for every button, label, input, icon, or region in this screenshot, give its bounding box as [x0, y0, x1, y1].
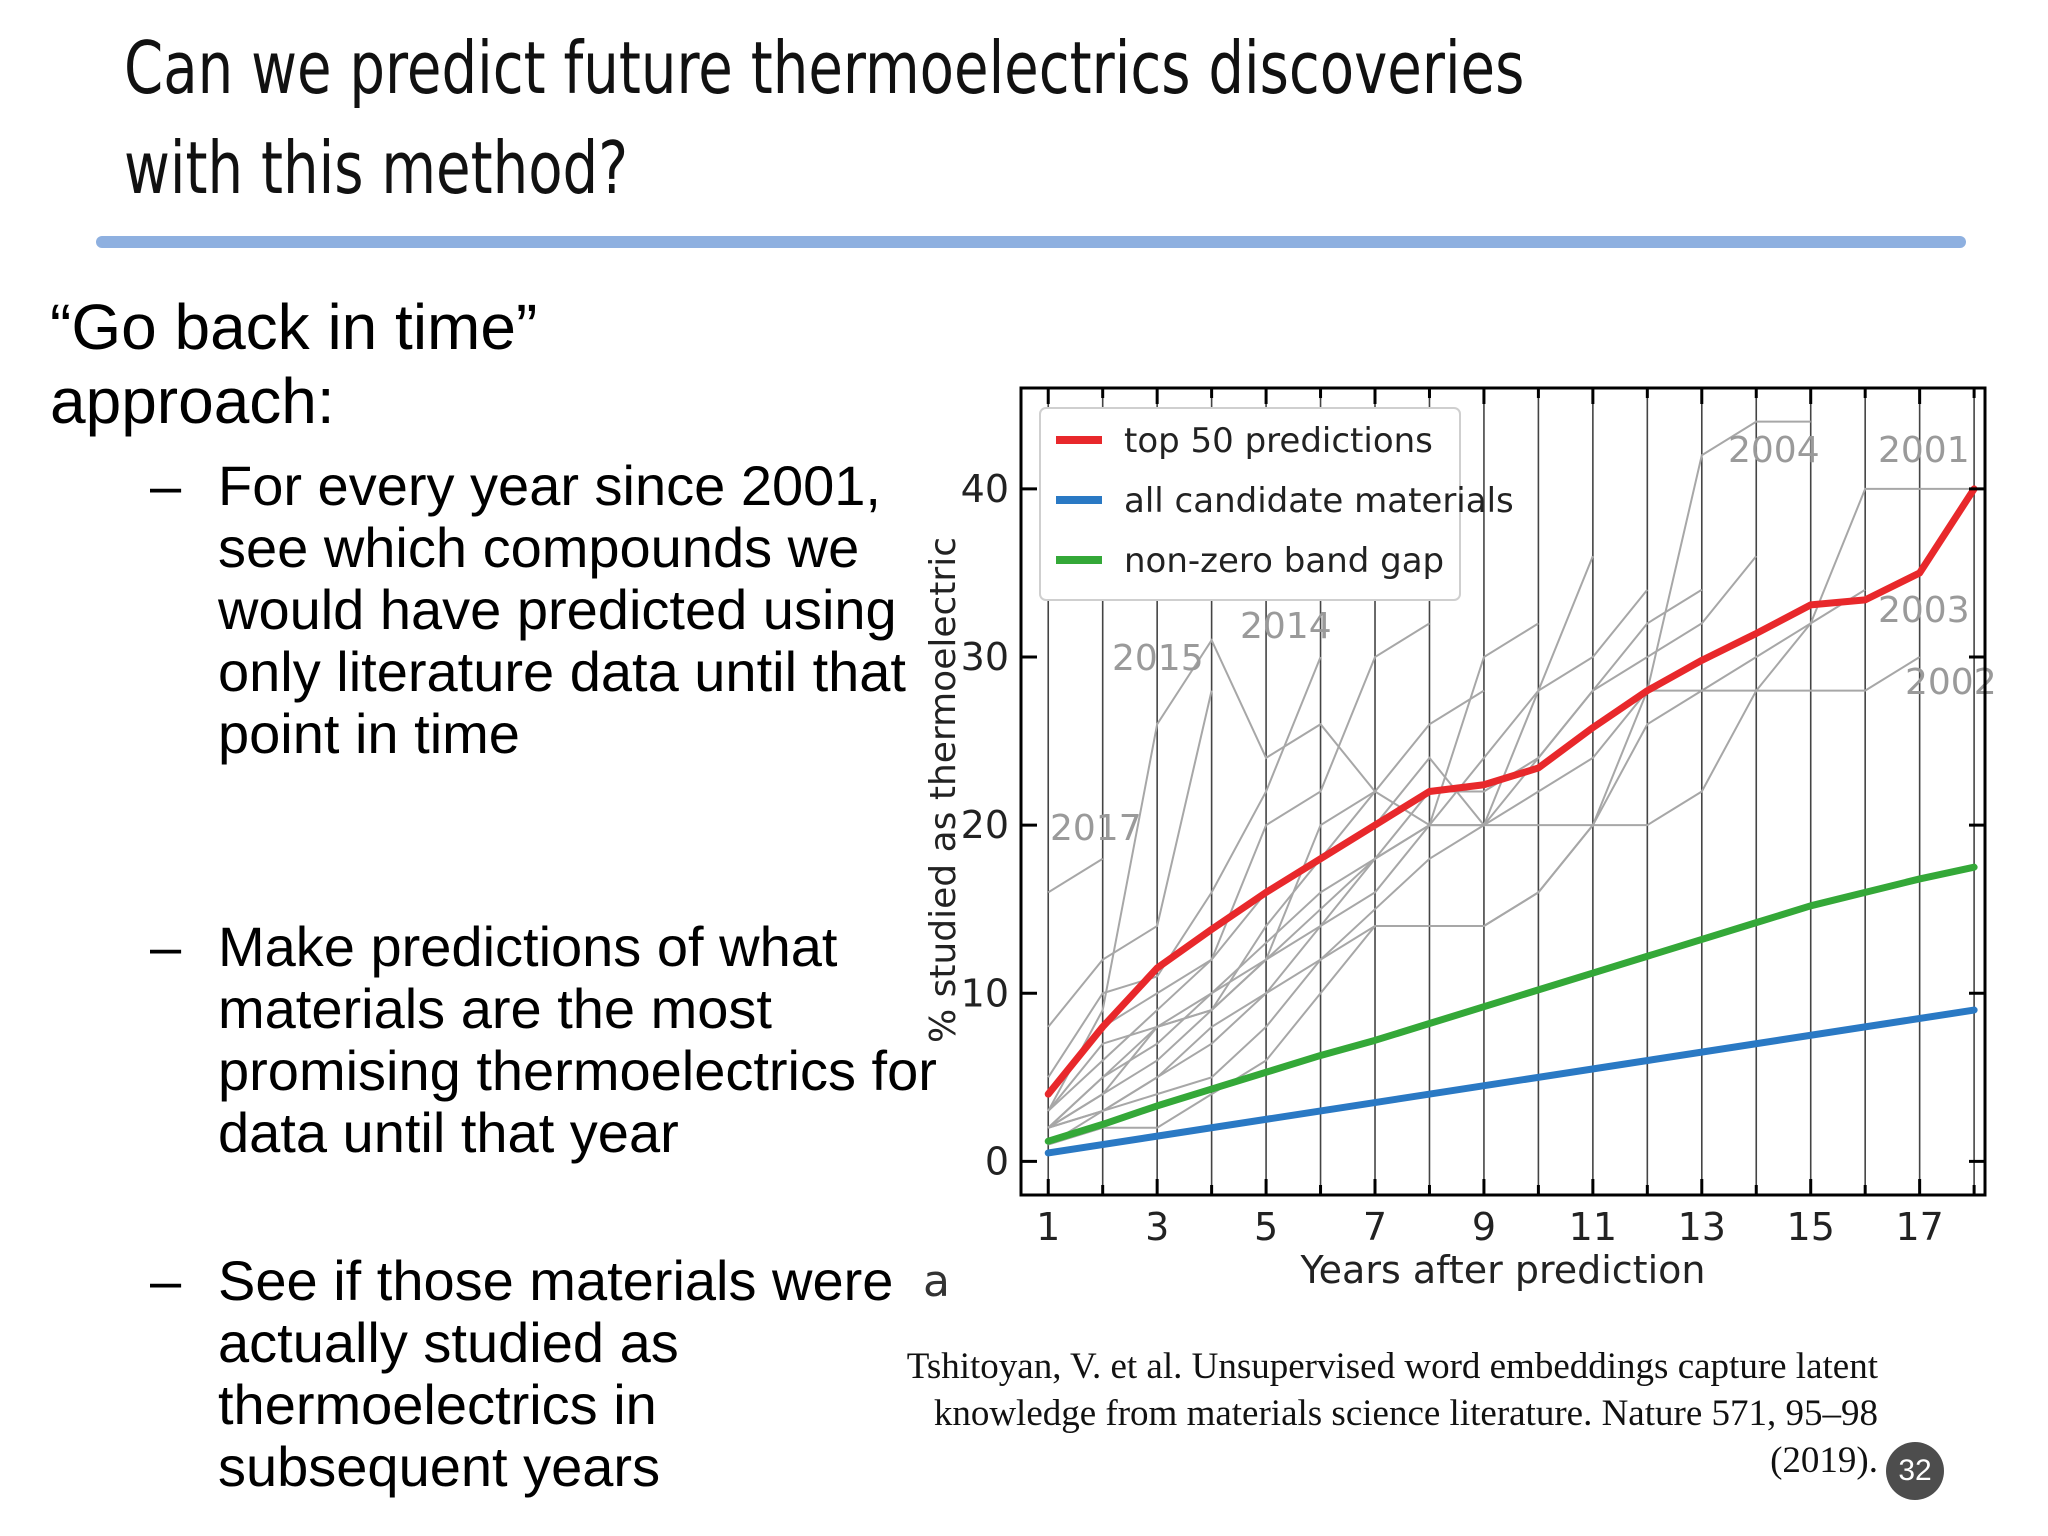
bullet-text: Make predictions of what materials are t…	[218, 915, 937, 1164]
citation: Tshitoyan, V. et al. Unsupervised word e…	[906, 1346, 1878, 1481]
bullet-dash: –	[150, 1249, 182, 1312]
y-tick-label: 0	[985, 1139, 1009, 1183]
year-curve-label: 2003	[1878, 590, 1970, 631]
y-axis-label: % studied as thermoelectric	[923, 537, 964, 1043]
year-curve	[1047, 622, 1539, 1129]
year-curve	[1047, 588, 1866, 1129]
year-curve-label: 2004	[1728, 430, 1820, 471]
legend-label: non-zero band gap	[1124, 541, 1444, 581]
series-line	[1044, 863, 1978, 1145]
x-tick-label: 11	[1569, 1205, 1617, 1249]
x-tick-label: 13	[1678, 1205, 1726, 1249]
x-axis-label: Years after prediction	[1300, 1248, 1706, 1292]
title-divider	[96, 236, 1966, 248]
legend-label: top 50 predictions	[1124, 421, 1433, 461]
x-tick-label: 3	[1145, 1205, 1169, 1249]
x-tick-label: 9	[1472, 1205, 1496, 1249]
series-line	[1044, 485, 1978, 1098]
bullet-text: See if those materials were actually stu…	[218, 1249, 894, 1498]
bullet-text: For every year since 2001, see which com…	[218, 454, 906, 765]
year-curve	[1047, 656, 1322, 1078]
year-curve	[1047, 420, 1811, 1146]
x-tick-label: 7	[1363, 1205, 1387, 1249]
year-curve	[1047, 857, 1104, 894]
bullet-dash: –	[150, 915, 182, 978]
plot-frame	[1019, 386, 1987, 1197]
y-tick-label: 20	[961, 803, 1009, 847]
y-tick-label: 30	[961, 635, 1009, 679]
intro-line-2: approach:	[50, 365, 335, 437]
slide-title: Can we predict future thermoelectrics di…	[124, 26, 1525, 210]
series-line	[1044, 1006, 1978, 1157]
year-curve-label: 2001	[1878, 430, 1970, 471]
y-tick-label: 40	[961, 467, 1009, 511]
year-curve-label: 2015	[1112, 638, 1204, 679]
intro-heading: “Go back in time” approach:	[50, 290, 850, 438]
panel-label: a	[923, 1256, 950, 1307]
intro-line-1: “Go back in time”	[50, 291, 538, 363]
x-tick-label: 1	[1036, 1205, 1060, 1249]
bullet-dash: –	[150, 454, 182, 517]
year-curve-label: 2014	[1240, 606, 1332, 647]
year-curve	[1047, 589, 1649, 1129]
year-curve	[1047, 638, 1376, 1112]
legend-box	[1039, 407, 1461, 601]
y-tick-label: 10	[961, 971, 1009, 1015]
x-tick-label: 15	[1787, 1205, 1835, 1249]
year-curve-label: 2002	[1905, 662, 1997, 703]
legend-label: all candidate materials	[1124, 481, 1514, 521]
year-curve	[1047, 555, 1758, 1129]
page-number-badge: 32	[1886, 1442, 1944, 1500]
x-tick-label: 5	[1254, 1205, 1278, 1249]
x-tick-label: 17	[1895, 1205, 1943, 1249]
year-curve	[1047, 690, 1213, 1028]
year-curve-label: 2017	[1050, 808, 1142, 849]
